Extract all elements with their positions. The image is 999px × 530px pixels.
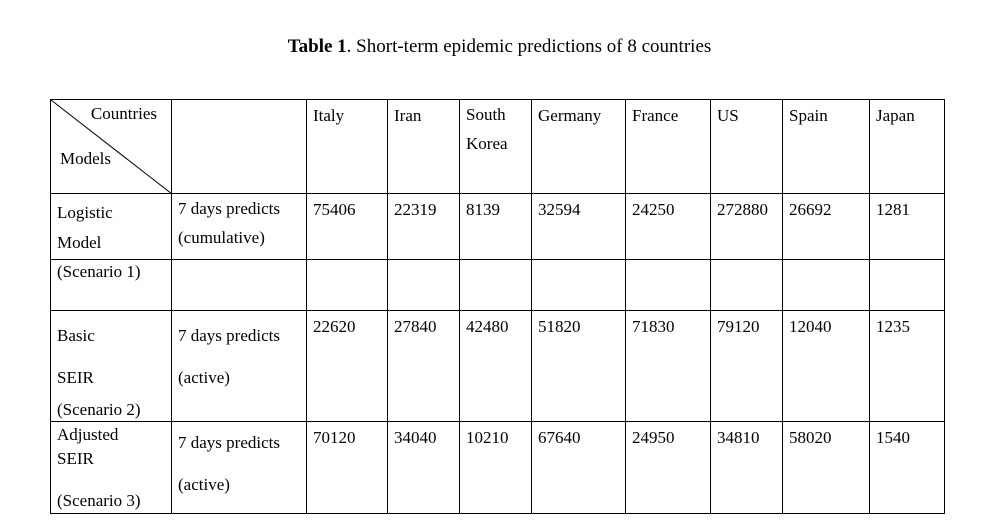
country-header: Japan: [869, 99, 945, 194]
model-cell: (Scenario 1): [50, 259, 172, 311]
value-cell: 70120: [306, 421, 388, 514]
value-cell: 1281: [869, 193, 945, 260]
caption-label: Table 1: [287, 36, 347, 57]
empty-cell: [306, 259, 388, 311]
value-cell: 1540: [869, 421, 945, 514]
value-cell: 79120: [710, 310, 783, 422]
table-row: Basic SEIR (Scenario 2) 7 days predicts …: [50, 310, 945, 422]
desc-line: (active): [178, 368, 230, 387]
desc-line: (cumulative): [178, 228, 265, 247]
model-cell: Basic SEIR (Scenario 2): [50, 310, 172, 422]
desc-line: (active): [178, 475, 230, 494]
desc-line: 7 days predicts: [178, 433, 280, 452]
value-cell: 32594: [531, 193, 626, 260]
country-header: France: [625, 99, 711, 194]
value-cell: 26692: [782, 193, 870, 260]
empty-cell: [710, 259, 783, 311]
value-cell: 42480: [459, 310, 532, 422]
empty-cell: [171, 259, 307, 311]
desc-cell: 7 days predicts (active): [171, 310, 307, 422]
value-cell: 71830: [625, 310, 711, 422]
caption-text: . Short-term epidemic predictions of 8 c…: [346, 36, 712, 57]
desc-cell: 7 days predicts (cumulative): [171, 193, 307, 260]
diagonal-divider: [51, 100, 172, 194]
model-line: (Scenario 2): [57, 400, 141, 419]
desc-line: 7 days predicts: [178, 199, 280, 218]
value-cell: 1235: [869, 310, 945, 422]
empty-cell: [782, 259, 870, 311]
model-line: SEIR: [57, 368, 94, 387]
predictions-table: Countries Models Italy Iran South Korea …: [50, 99, 945, 514]
model-cell: Adjusted SEIR (Scenario 3): [50, 421, 172, 514]
value-cell: 10210: [459, 421, 532, 514]
corner-countries-label: Countries: [90, 104, 157, 123]
table-row: Logistic Model 7 days predicts (cumulati…: [50, 193, 945, 260]
empty-header-cell: [171, 99, 307, 194]
value-cell: 34810: [710, 421, 783, 514]
model-line: (Scenario 3): [57, 491, 141, 510]
value-cell: 22620: [306, 310, 388, 422]
value-cell: 51820: [531, 310, 626, 422]
country-header: South Korea: [459, 99, 532, 194]
value-cell: 272880: [710, 193, 783, 260]
value-cell: 24950: [625, 421, 711, 514]
value-cell: 24250: [625, 193, 711, 260]
value-cell: 67640: [531, 421, 626, 514]
desc-line: 7 days predicts: [178, 326, 280, 345]
desc-cell: 7 days predicts (active): [171, 421, 307, 514]
value-cell: 27840: [387, 310, 460, 422]
model-line: Model: [57, 233, 102, 252]
corner-header-cell: Countries Models: [50, 99, 172, 194]
value-cell: 75406: [306, 193, 388, 260]
model-line: Adjusted: [57, 425, 119, 444]
empty-cell: [625, 259, 711, 311]
model-line: SEIR: [57, 449, 94, 468]
country-header: US: [710, 99, 783, 194]
table-row: (Scenario 1): [50, 259, 945, 311]
country-header: Germany: [531, 99, 626, 194]
value-cell: 22319: [387, 193, 460, 260]
table-caption: Table 1. Short-term epidemic predictions…: [0, 36, 999, 58]
model-line: Logistic: [57, 203, 113, 222]
model-line: Basic: [57, 326, 95, 345]
empty-cell: [459, 259, 532, 311]
value-cell: 8139: [459, 193, 532, 260]
empty-cell: [869, 259, 945, 311]
model-cell: Logistic Model: [50, 193, 172, 260]
value-cell: 58020: [782, 421, 870, 514]
country-header: Iran: [387, 99, 460, 194]
value-cell: 12040: [782, 310, 870, 422]
header-row: Countries Models Italy Iran South Korea …: [50, 99, 945, 194]
value-cell: 34040: [387, 421, 460, 514]
country-header: Spain: [782, 99, 870, 194]
table-row: Adjusted SEIR (Scenario 3) 7 days predic…: [50, 421, 945, 514]
empty-cell: [531, 259, 626, 311]
country-header: Italy: [306, 99, 388, 194]
corner-models-label: Models: [60, 149, 111, 168]
empty-cell: [387, 259, 460, 311]
